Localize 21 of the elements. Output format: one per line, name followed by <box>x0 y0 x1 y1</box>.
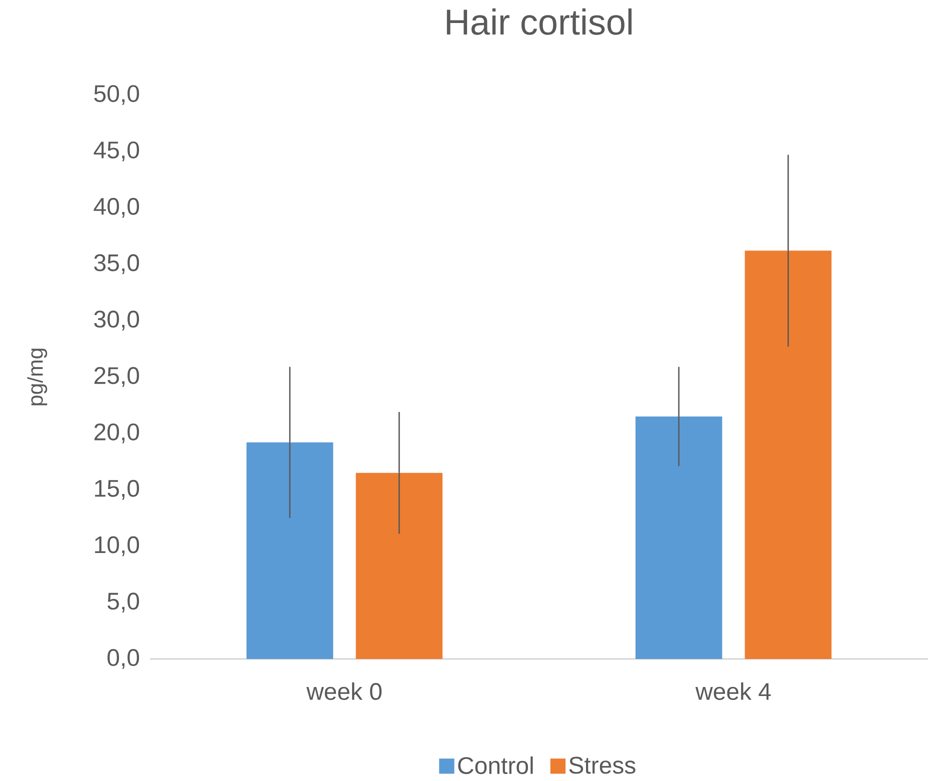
y-tick-label: 0,0 <box>108 649 140 669</box>
chart-title: Hair cortisol <box>446 8 632 35</box>
legend-label: Stress <box>569 756 636 774</box>
y-tick-label: 30,0 <box>94 310 140 331</box>
bar <box>356 472 442 659</box>
bar <box>744 250 832 659</box>
y-tick-label: 50,0 <box>94 85 140 105</box>
y-tick-label: 25,0 <box>94 367 140 387</box>
x-tick-label: week 4 <box>695 682 771 700</box>
x-tick-label: week 0 <box>306 682 382 700</box>
y-tick-label: 45,0 <box>94 141 140 162</box>
legend-label: Control <box>458 756 533 774</box>
bar <box>246 442 334 659</box>
y-tick-label: 35,0 <box>94 254 140 274</box>
y-axis-title: pg/mg <box>27 348 48 406</box>
y-tick-label: 10,0 <box>95 536 140 556</box>
bar <box>636 416 722 659</box>
y-tick-label: 40,0 <box>94 198 140 218</box>
y-tick-label: 5,0 <box>108 592 140 613</box>
y-tick-label: 15,0 <box>95 480 140 500</box>
y-tick-label: 20,0 <box>94 423 140 444</box>
